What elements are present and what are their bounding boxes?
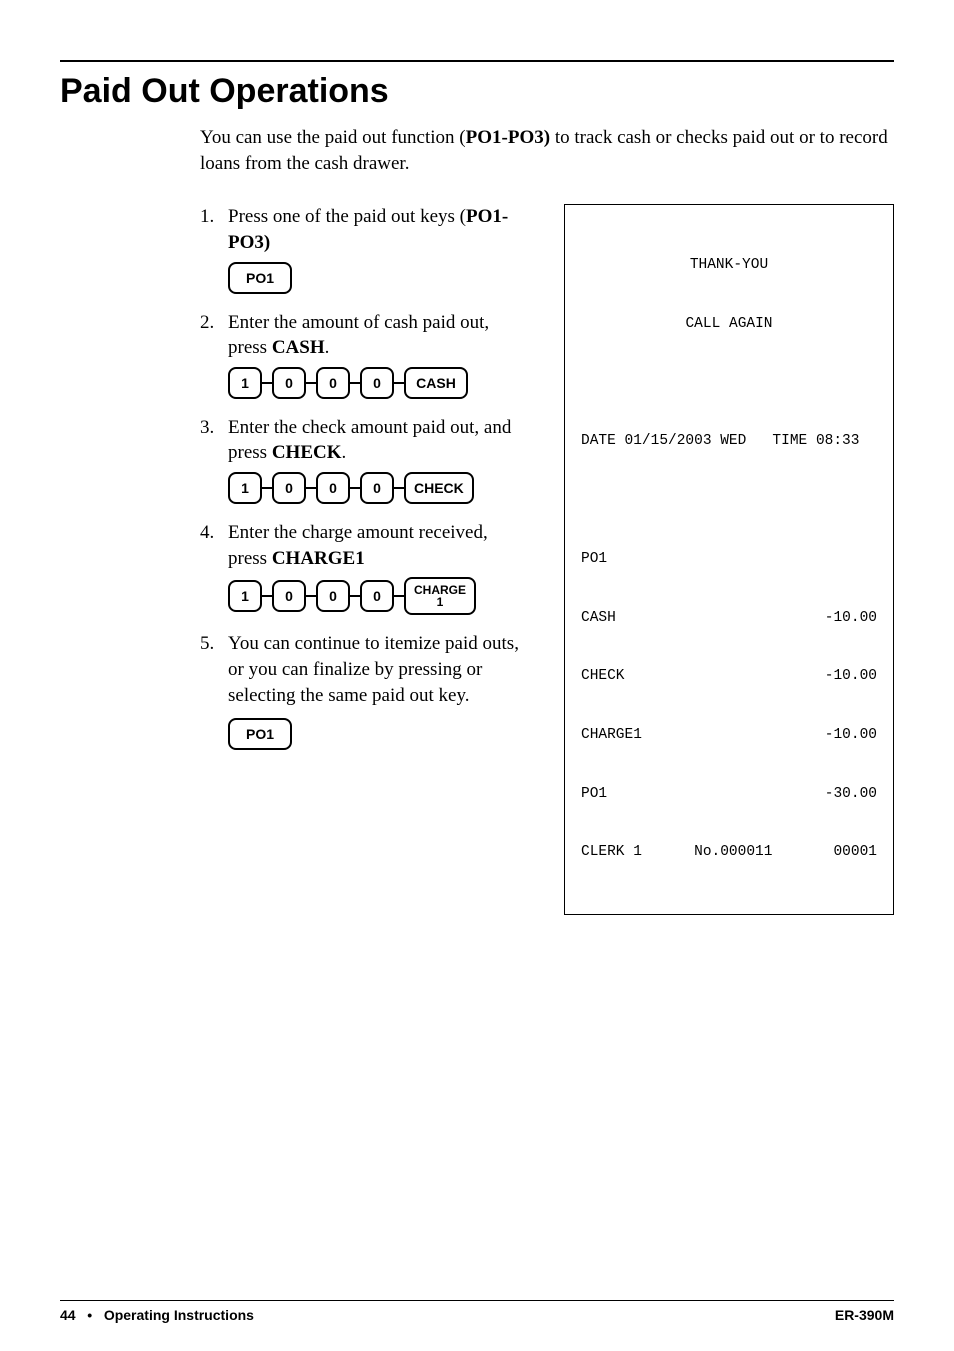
check-key: CHECK xyxy=(404,472,474,504)
key-row: 1 0 0 0 CASH xyxy=(228,367,524,399)
connector xyxy=(262,595,272,597)
step: 2. Enter the amount of cash paid out, pr… xyxy=(200,310,524,361)
footer-section: Operating Instructions xyxy=(104,1307,254,1323)
digit-key: 0 xyxy=(316,367,350,399)
receipt-line: PO1 xyxy=(581,550,877,570)
digit-key: 1 xyxy=(228,472,262,504)
connector xyxy=(394,595,404,597)
connector xyxy=(306,487,316,489)
steps-column: 1. Press one of the paid out keys (PO1-P… xyxy=(200,204,524,766)
footer-dot-icon: • xyxy=(87,1307,92,1323)
digit-key: 0 xyxy=(360,472,394,504)
connector xyxy=(262,487,272,489)
digit-key: 1 xyxy=(228,367,262,399)
key-row: PO1 xyxy=(228,718,524,750)
intro-paragraph: You can use the paid out function (PO1-P… xyxy=(200,125,894,176)
step-text: You can continue to itemize paid outs, o… xyxy=(228,631,524,708)
charge1-key: CHARGE1 xyxy=(404,577,476,615)
page-footer: 44 • Operating Instructions ER-390M xyxy=(60,1300,894,1323)
step-number: 2. xyxy=(200,310,228,361)
receipt-dateline: DATE 01/15/2003 WED TIME 08:33 xyxy=(581,432,877,452)
receipt-line: CHECK-10.00 xyxy=(581,667,877,687)
receipt-blank xyxy=(581,374,877,394)
step-text: Enter the check amount paid out, and pre… xyxy=(228,415,524,466)
digit-key: 0 xyxy=(272,472,306,504)
digit-key: 0 xyxy=(316,580,350,612)
digit-key: 0 xyxy=(316,472,350,504)
footer-left: 44 • Operating Instructions xyxy=(60,1307,254,1323)
po1-key: PO1 xyxy=(228,262,292,294)
key-row: PO1 xyxy=(228,262,524,294)
digit-key: 0 xyxy=(272,367,306,399)
step: 4. Enter the charge amount received, pre… xyxy=(200,520,524,571)
footer-page-number: 44 xyxy=(60,1307,76,1323)
page-heading: Paid Out Operations xyxy=(60,72,894,111)
step-number: 1. xyxy=(200,204,228,255)
receipt-line: CASH-10.00 xyxy=(581,609,877,629)
receipt-box: THANK-YOU CALL AGAIN DATE 01/15/2003 WED… xyxy=(564,204,894,915)
connector xyxy=(350,382,360,384)
step-number: 3. xyxy=(200,415,228,466)
digit-key: 1 xyxy=(228,580,262,612)
receipt-line: CHARGE1-10.00 xyxy=(581,726,877,746)
connector xyxy=(394,487,404,489)
receipt-header: CALL AGAIN xyxy=(581,315,877,335)
top-rule xyxy=(60,60,894,62)
receipt-line: PO1-30.00 xyxy=(581,785,877,805)
po1-key: PO1 xyxy=(228,718,292,750)
receipt-column: THANK-YOU CALL AGAIN DATE 01/15/2003 WED… xyxy=(564,204,894,915)
connector xyxy=(306,595,316,597)
step-text: Enter the amount of cash paid out, press… xyxy=(228,310,524,361)
connector xyxy=(306,382,316,384)
connector xyxy=(394,382,404,384)
digit-key: 0 xyxy=(272,580,306,612)
receipt-blank xyxy=(581,491,877,511)
step-text: Enter the charge amount received, press … xyxy=(228,520,524,571)
step-number: 5. xyxy=(200,631,228,708)
step-text: Press one of the paid out keys (PO1-PO3) xyxy=(228,204,524,255)
digit-key: 0 xyxy=(360,367,394,399)
digit-key: 0 xyxy=(360,580,394,612)
step: 3. Enter the check amount paid out, and … xyxy=(200,415,524,466)
receipt-header: THANK-YOU xyxy=(581,256,877,276)
key-row: 1 0 0 0 CHARGE1 xyxy=(228,577,524,615)
key-row: 1 0 0 0 CHECK xyxy=(228,472,524,504)
connector xyxy=(350,487,360,489)
receipt-line: CLERK 1 No.00001100001 xyxy=(581,843,877,863)
step-number: 4. xyxy=(200,520,228,571)
step: 5. You can continue to itemize paid outs… xyxy=(200,631,524,708)
connector xyxy=(262,382,272,384)
footer-model: ER-390M xyxy=(835,1307,894,1323)
connector xyxy=(350,595,360,597)
cash-key: CASH xyxy=(404,367,468,399)
step: 1. Press one of the paid out keys (PO1-P… xyxy=(200,204,524,255)
